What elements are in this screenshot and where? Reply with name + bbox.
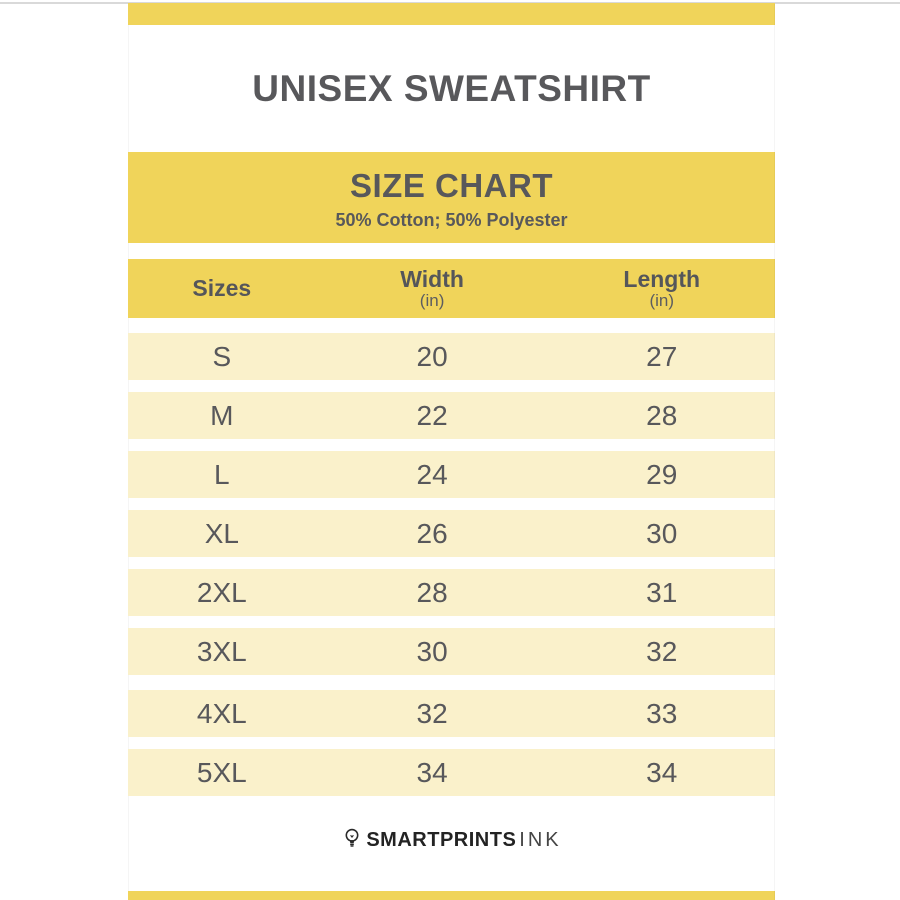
lightbulb-icon: [341, 827, 363, 854]
size-chart-banner: SIZE CHART 50% Cotton; 50% Polyester: [128, 152, 775, 243]
table-row: S 20 27: [128, 333, 775, 380]
top-accent-bar: [128, 3, 775, 25]
fabric-composition: 50% Cotton; 50% Polyester: [335, 210, 568, 230]
width-cell: 34: [416, 756, 448, 788]
table-row: 2XL 28 31: [128, 569, 775, 616]
width-cell: 24: [416, 458, 448, 490]
size-cell: 2XL: [196, 576, 247, 608]
width-cell: 28: [416, 576, 448, 608]
size-table-body: S 20 27 M 22 28 L 24 29 XL 26 30 2XL 28: [128, 333, 775, 808]
width-cell: 20: [416, 340, 448, 372]
length-cell: 27: [646, 340, 678, 372]
brand-name-bold: SMARTPRINTS: [366, 829, 517, 851]
page-title: UNISEX SWEATSHIRT: [252, 68, 651, 109]
column-unit: (in): [649, 290, 675, 310]
brand-logo: SMARTPRINTS INK: [128, 827, 775, 854]
column-label: Sizes: [192, 274, 252, 301]
column-label: Length: [623, 265, 701, 292]
size-cell: L: [214, 458, 230, 490]
table-row: L 24 29: [128, 451, 775, 498]
column-unit: (in): [419, 290, 445, 310]
width-cell: 32: [416, 697, 448, 729]
size-cell: 5XL: [196, 756, 247, 788]
brand-name-light: INK: [519, 829, 562, 851]
size-cell: XL: [204, 517, 239, 549]
length-cell: 30: [646, 517, 678, 549]
size-cell: S: [212, 340, 232, 372]
table-row: 5XL 34 34: [128, 749, 775, 796]
table-row: M 22 28: [128, 392, 775, 439]
length-cell: 28: [646, 399, 678, 431]
width-cell: 30: [416, 635, 448, 667]
size-cell: 3XL: [196, 635, 247, 667]
length-cell: 29: [646, 458, 678, 490]
table-row: XL 26 30: [128, 510, 775, 557]
column-header-sizes: Sizes: [128, 274, 316, 301]
length-cell: 31: [646, 576, 678, 608]
length-cell: 34: [646, 756, 678, 788]
width-cell: 22: [416, 399, 448, 431]
bottom-accent-bar: [128, 891, 775, 900]
length-cell: 32: [646, 635, 678, 667]
table-row: 4XL 32 33: [128, 690, 775, 737]
column-header-width: Width (in): [316, 265, 549, 311]
content-column: UNISEX SWEATSHIRT SIZE CHART 50% Cotton;…: [128, 0, 775, 900]
column-header-length: Length (in): [549, 265, 775, 311]
size-cell: M: [210, 399, 234, 431]
width-cell: 26: [416, 517, 448, 549]
table-header-row: Sizes Width (in) Length (in): [128, 259, 775, 318]
column-label: Width: [400, 265, 464, 292]
table-row: 3XL 30 32: [128, 628, 775, 675]
length-cell: 33: [646, 697, 678, 729]
size-cell: 4XL: [196, 697, 247, 729]
size-chart-title: SIZE CHART: [350, 167, 553, 204]
